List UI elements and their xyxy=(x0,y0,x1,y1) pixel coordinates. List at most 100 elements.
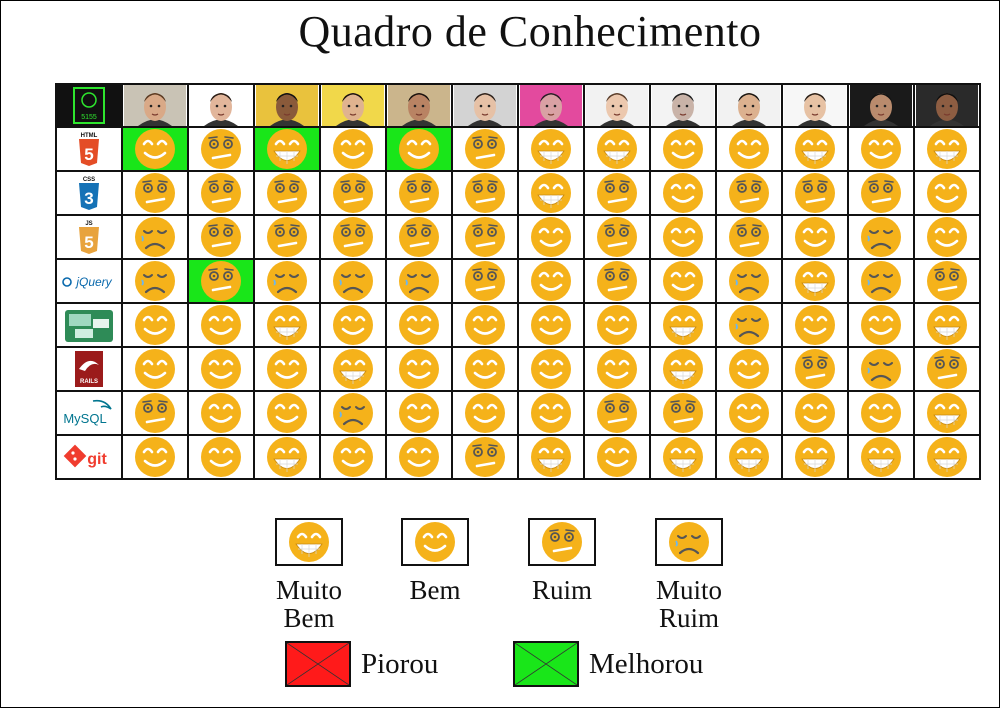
good-face-icon xyxy=(531,393,571,433)
rating-cell xyxy=(715,258,783,304)
rating-cell xyxy=(319,126,387,172)
rating-cell xyxy=(385,170,453,216)
very-bad-face-icon xyxy=(333,393,373,433)
rating-cell xyxy=(715,390,783,436)
very-bad-face-icon xyxy=(333,261,373,301)
rating-cell xyxy=(649,214,717,260)
good-face-icon xyxy=(597,305,637,345)
header-row: 5155 xyxy=(55,83,981,128)
very-bad-face-icon xyxy=(861,217,901,257)
good-face-icon xyxy=(663,173,703,213)
rating-cell xyxy=(781,302,849,348)
rating-cell xyxy=(121,390,189,436)
good-face-icon xyxy=(795,393,835,433)
bad-face-icon xyxy=(597,173,637,213)
tech-row: CSS 3 xyxy=(55,170,981,216)
good-face-icon xyxy=(267,393,307,433)
rating-cell xyxy=(583,434,651,480)
good-face-icon xyxy=(135,349,175,389)
student-photo-5 xyxy=(385,83,453,128)
rating-cell xyxy=(781,170,849,216)
bad-face-icon xyxy=(597,261,637,301)
rating-cell xyxy=(385,302,453,348)
very-bad-face-icon xyxy=(729,261,769,301)
good-face-icon xyxy=(135,129,175,169)
svg-text:MySQL: MySQL xyxy=(63,411,106,426)
rating-cell xyxy=(847,170,915,216)
rating-cell xyxy=(649,434,717,480)
rating-cell xyxy=(121,346,189,392)
rating-cell xyxy=(781,390,849,436)
bad-face-icon xyxy=(135,393,175,433)
rating-cell xyxy=(253,390,321,436)
rating-cell xyxy=(121,214,189,260)
rating-cell xyxy=(583,258,651,304)
bad-face-icon xyxy=(201,129,241,169)
rating-cell xyxy=(517,434,585,480)
rating-cell xyxy=(583,214,651,260)
bad-face-icon xyxy=(861,173,901,213)
rating-cell xyxy=(715,126,783,172)
rating-cell xyxy=(913,214,981,260)
rating-cell xyxy=(583,126,651,172)
very-good-face-icon xyxy=(663,305,703,345)
rating-cell xyxy=(715,346,783,392)
bad-face-icon xyxy=(201,261,241,301)
bad-face-icon xyxy=(399,173,439,213)
good-face-icon xyxy=(333,129,373,169)
rating-cell xyxy=(385,346,453,392)
good-face-icon xyxy=(597,437,637,477)
very-good-face-icon xyxy=(927,437,967,477)
student-photo-11 xyxy=(781,83,849,128)
rating-cell xyxy=(913,434,981,480)
rating-cell xyxy=(649,302,717,348)
good-face-icon xyxy=(267,349,307,389)
rating-cell xyxy=(649,170,717,216)
good-face-icon xyxy=(399,393,439,433)
good-face-icon xyxy=(399,129,439,169)
good-face-icon xyxy=(135,437,175,477)
rating-cell xyxy=(517,302,585,348)
rating-cell xyxy=(385,434,453,480)
bad-face-icon xyxy=(465,261,505,301)
svg-text:HTML: HTML xyxy=(81,133,98,139)
student-photo-9 xyxy=(649,83,717,128)
very-bad-face-icon xyxy=(861,349,901,389)
rating-cell xyxy=(517,258,585,304)
rating-cell xyxy=(187,434,255,480)
rating-cell xyxy=(715,214,783,260)
rating-cell xyxy=(187,258,255,304)
rating-cell xyxy=(715,434,783,480)
rating-cell xyxy=(913,346,981,392)
very-good-face-icon xyxy=(927,393,967,433)
very-bad-face-icon xyxy=(267,261,307,301)
student-photo-8 xyxy=(583,83,651,128)
html5-icon: HTML 5 xyxy=(55,126,123,172)
bad-face-icon xyxy=(465,129,505,169)
svg-text:git: git xyxy=(87,451,107,468)
good-face-icon xyxy=(531,305,571,345)
bad-face-icon xyxy=(267,217,307,257)
svg-text:RAILS: RAILS xyxy=(80,379,98,385)
bad-face-icon xyxy=(333,217,373,257)
very-good-face-icon xyxy=(267,437,307,477)
rating-cell xyxy=(385,214,453,260)
good-face-icon xyxy=(201,349,241,389)
rating-cell xyxy=(121,170,189,216)
bad-face-icon xyxy=(729,173,769,213)
good-face-icon xyxy=(333,437,373,477)
good-face-icon xyxy=(201,393,241,433)
rating-cell xyxy=(385,390,453,436)
very-good-face-icon xyxy=(927,129,967,169)
student-photo-3 xyxy=(253,83,321,128)
good-face-icon xyxy=(465,305,505,345)
rating-cell xyxy=(649,390,717,436)
tech-row: git xyxy=(55,434,981,480)
good-face-icon xyxy=(333,305,373,345)
rating-cell xyxy=(451,346,519,392)
bad-face-icon xyxy=(201,217,241,257)
good-face-icon xyxy=(201,305,241,345)
rails-icon: RAILS xyxy=(55,346,123,392)
tech-row xyxy=(55,302,981,348)
good-face-icon xyxy=(795,305,835,345)
